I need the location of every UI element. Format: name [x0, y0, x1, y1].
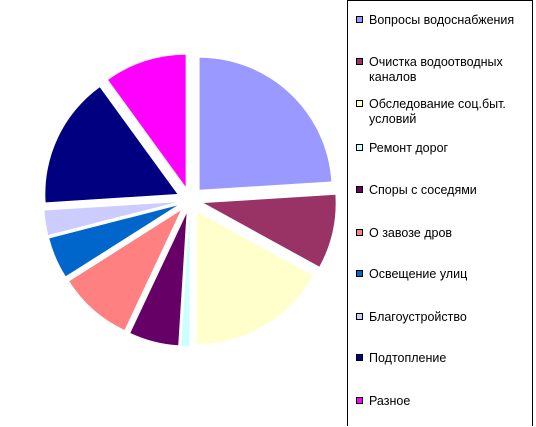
- legend-swatch: [356, 354, 363, 361]
- pie-slice-1: [199, 57, 332, 190]
- legend-item: Разное: [356, 394, 532, 409]
- legend-swatch: [356, 313, 363, 320]
- legend-label: Обследование соц.быт. условий: [369, 97, 506, 126]
- pie-slice-10: [108, 54, 186, 187]
- legend-swatch: [356, 229, 363, 236]
- pie-slice-2: [203, 194, 336, 267]
- legend-label: Очистка водоотводных каналов: [369, 55, 503, 84]
- pie-slice-8: [44, 202, 177, 236]
- pie-slice-4: [181, 213, 190, 346]
- pie-chart: [44, 54, 336, 346]
- pie-slice-7: [49, 205, 178, 277]
- legend: Вопросы водоснабжения Очистка водоотводны…: [347, 0, 533, 426]
- legend-item: Освещение улиц: [356, 267, 532, 282]
- legend-label: Благоустройство: [369, 310, 467, 324]
- legend-swatch: [356, 144, 363, 151]
- legend-swatch: [356, 100, 363, 107]
- legend-label: О завозе дров: [369, 226, 453, 240]
- pie-slice-9: [45, 87, 178, 203]
- legend-label: Освещение улиц: [369, 267, 468, 281]
- legend-swatch: [356, 16, 363, 23]
- legend-item: Ремонт дорог: [356, 141, 532, 156]
- legend-label: Подтопление: [369, 351, 447, 365]
- legend-item: Споры с соседями: [356, 183, 532, 198]
- legend-item: О завозе дров: [356, 226, 532, 241]
- pie-slice-3: [197, 212, 313, 345]
- legend-swatch: [356, 270, 363, 277]
- legend-item: Обследование соц.быт. условий: [356, 97, 532, 127]
- legend-swatch: [356, 186, 363, 193]
- legend-swatch: [356, 58, 363, 65]
- legend-label: Споры с соседями: [369, 183, 477, 197]
- legend-label: Ремонт дорог: [369, 141, 449, 155]
- legend-label: Разное: [369, 394, 411, 408]
- legend-item: Подтопление: [356, 351, 532, 366]
- legend-label: Вопросы водоснабжения: [369, 13, 515, 27]
- pie-slice-6: [69, 210, 181, 330]
- pie-slice-5: [130, 213, 187, 346]
- legend-item: Очистка водоотводных каналов: [356, 55, 532, 85]
- legend-item: Вопросы водоснабжения: [356, 13, 532, 28]
- legend-swatch: [356, 397, 363, 404]
- legend-item: Благоустройство: [356, 310, 532, 325]
